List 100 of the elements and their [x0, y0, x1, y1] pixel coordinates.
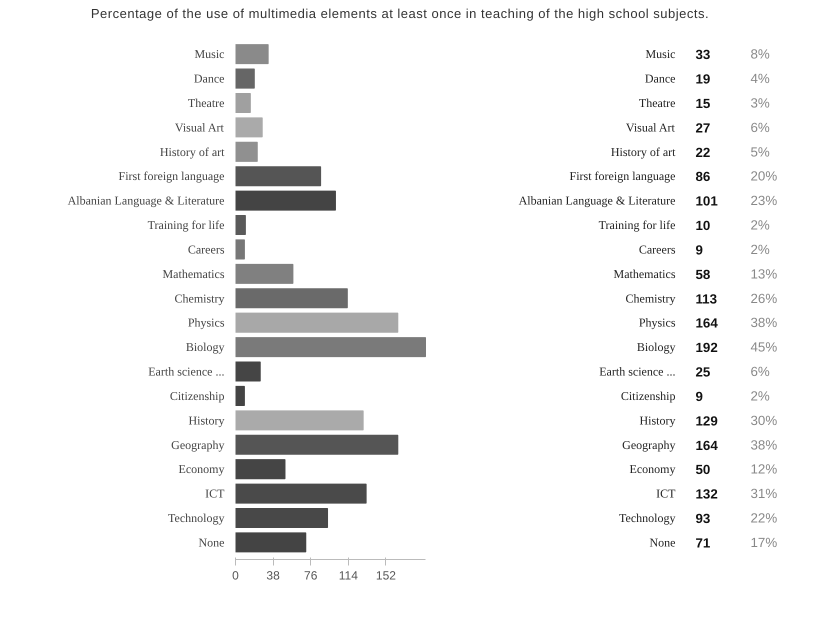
- category-label: Technology: [619, 510, 676, 525]
- y-tick-label: Citizenship: [170, 388, 225, 402]
- y-tick-label: Chemistry: [174, 290, 224, 305]
- category-label: History of art: [610, 144, 676, 158]
- text: 33: [696, 46, 710, 62]
- text: 4%: [750, 70, 770, 86]
- text: 17%: [750, 534, 778, 550]
- text: 58: [696, 266, 710, 282]
- bar: [236, 238, 245, 260]
- y-tick-label: History: [188, 412, 224, 427]
- text: 12%: [750, 461, 778, 476]
- text: 22%: [750, 510, 778, 526]
- text: 9: [696, 242, 703, 258]
- text: 2%: [750, 388, 770, 403]
- bar: [236, 166, 322, 186]
- y-tick-label: Dance: [194, 71, 225, 86]
- text: 101: [696, 193, 718, 208]
- category-label: First foreign language: [570, 168, 676, 183]
- bar: [236, 336, 426, 357]
- y-tick-label: Mathematics: [162, 266, 225, 280]
- x-tick-label: 76: [304, 568, 318, 582]
- category-label: Dance: [644, 71, 676, 86]
- text: 6%: [750, 119, 770, 134]
- text: 132: [696, 486, 718, 502]
- bar: [236, 532, 306, 552]
- text: 45%: [750, 339, 778, 354]
- bar: [236, 214, 246, 235]
- y-tick-label: Earth science ...: [148, 364, 224, 378]
- bar: [236, 68, 255, 88]
- category-label: ICT: [656, 486, 676, 500]
- bar: [236, 385, 245, 406]
- text: 192: [696, 340, 718, 355]
- text: 30%: [750, 412, 778, 428]
- bar: [236, 458, 286, 479]
- bar: [236, 190, 336, 210]
- bar: [236, 508, 328, 528]
- category-label: Careers: [638, 242, 676, 256]
- x-tick-label: 114: [338, 568, 358, 582]
- bar: [236, 44, 269, 64]
- text: 6%: [750, 364, 770, 379]
- bar: [236, 288, 348, 308]
- text: 23%: [750, 192, 778, 208]
- y-tick-label: Biology: [186, 340, 224, 354]
- text: 5%: [750, 144, 770, 159]
- x-tick-label: 38: [266, 568, 280, 582]
- y-tick-label: Music: [194, 46, 224, 61]
- text: 164: [696, 437, 718, 452]
- y-tick-label: Theatre: [188, 96, 224, 110]
- bar: [236, 116, 263, 137]
- text: 38%: [750, 436, 778, 452]
- category-label: Training for life: [598, 218, 676, 232]
- bar: [236, 312, 398, 332]
- y-tick-label: Geography: [171, 437, 225, 452]
- text: 164: [696, 315, 718, 330]
- category-label: Biology: [636, 340, 676, 354]
- chart-title: Percentage of the use of multimedia elements at least once in teaching of the high school subjects.: [90, 5, 710, 23]
- bar: [236, 434, 398, 454]
- category-label: Chemistry: [626, 290, 676, 305]
- y-tick-label: Albanian Language & Literature: [68, 193, 225, 208]
- y-tick-label: Training for life: [148, 218, 225, 232]
- bar: [236, 141, 258, 162]
- x-tick-label: 0: [232, 568, 240, 582]
- text: 50: [696, 462, 710, 477]
- text: 3%: [750, 95, 770, 110]
- category-label: Physics: [638, 315, 676, 330]
- text: 38%: [750, 314, 778, 330]
- category-label: Albanian Language & Literature: [518, 193, 676, 208]
- category-label: Visual Art: [626, 120, 675, 134]
- y-tick-label: First foreign language: [118, 168, 225, 183]
- category-label: Mathematics: [614, 266, 676, 280]
- text: 129: [696, 412, 718, 428]
- y-tick-label: History of art: [160, 144, 226, 158]
- text: 8%: [750, 46, 770, 62]
- y-tick-label: Technology: [168, 510, 225, 525]
- text: 71: [696, 534, 711, 550]
- text: 15: [696, 96, 711, 111]
- y-tick-label: Physics: [188, 315, 225, 330]
- bar: [236, 410, 364, 430]
- y-tick-label: ICT: [205, 486, 226, 500]
- text: 93: [696, 510, 710, 526]
- bar: [236, 483, 367, 504]
- text: 19: [696, 71, 710, 86]
- text: 22: [696, 144, 710, 160]
- bar: [236, 92, 251, 113]
- text: 9: [696, 388, 703, 404]
- y-tick-label: None: [198, 534, 225, 549]
- category-label: Theatre: [638, 96, 676, 110]
- text: 2%: [750, 217, 770, 232]
- category-label: Music: [646, 46, 676, 61]
- category-label: Earth science ...: [599, 364, 676, 378]
- text: 27: [696, 120, 710, 135]
- text: 86: [696, 168, 710, 184]
- category-label: Citizenship: [620, 388, 676, 402]
- text: 31%: [750, 486, 778, 501]
- bar: [236, 263, 294, 284]
- category-label: None: [650, 534, 676, 549]
- text: 113: [696, 290, 718, 306]
- text: 25: [696, 364, 711, 380]
- text: 10: [696, 218, 710, 233]
- x-tick-label: 152: [376, 568, 396, 582]
